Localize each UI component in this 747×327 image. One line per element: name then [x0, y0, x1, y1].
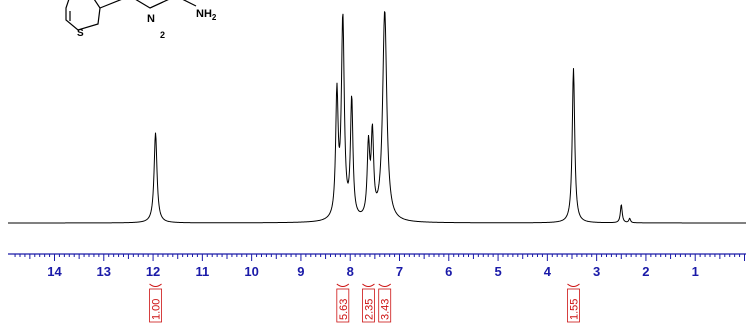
- axis-tick-label: 6: [445, 264, 452, 279]
- integral-mark: 5.63: [336, 283, 350, 323]
- integral-box: [336, 288, 350, 323]
- spectrum-trace: [7, 11, 746, 224]
- axis-tick-label: 7: [396, 264, 403, 279]
- integral-bracket: [336, 283, 350, 287]
- axis-tick-label: 12: [146, 264, 160, 279]
- axis-tick-label: 4: [544, 264, 552, 279]
- chain-bonds: [99, 0, 169, 9]
- imine-bond: [149, 1, 164, 9]
- integral-bracket: [362, 283, 375, 287]
- integral-mark: 1.55: [567, 283, 580, 323]
- integral-bracket: [378, 283, 392, 287]
- integral-box: [378, 288, 392, 323]
- integral-box: [362, 288, 375, 323]
- integral-mark: 2.35: [362, 283, 375, 323]
- integral-value-label: 1.00: [151, 299, 163, 320]
- integral-value-label: 1.55: [568, 299, 580, 320]
- amine-bond: [182, 0, 197, 7]
- axis-tick-label: 11: [195, 264, 209, 279]
- integral-mark: 1.00: [149, 283, 163, 323]
- axis-tick-label: 8: [347, 264, 354, 279]
- integral-value-label: 2.35: [363, 299, 375, 320]
- integral-value-label: 5.63: [338, 299, 350, 320]
- axis-tick-label: 1: [692, 264, 699, 279]
- integral-marks: 1.00 5.63 2.35 3.43 1.55: [149, 283, 580, 323]
- chemical-structure: S N NH2 2: [65, 0, 217, 40]
- integral-bracket: [567, 283, 580, 287]
- axis-tick-label: 13: [97, 264, 111, 279]
- sulfur-atom-label: S: [77, 28, 84, 39]
- integral-bracket: [149, 283, 162, 287]
- integral-value-label: 3.43: [380, 299, 392, 320]
- integral-box: [567, 288, 580, 323]
- axis-tick-label: 10: [244, 264, 258, 279]
- integral-box: [149, 288, 162, 323]
- axis-tick-label: 5: [494, 264, 501, 279]
- axis-tick-label: 14: [47, 264, 62, 279]
- ppm-axis: 1413121110987654321ppm: [8, 253, 746, 279]
- thiophene-ring: [65, 0, 101, 31]
- axis-tick-label: 9: [297, 264, 304, 279]
- compound-number-label: 2: [160, 30, 165, 40]
- integral-mark: 3.43: [378, 283, 392, 323]
- axis-tick-label: 2: [642, 264, 649, 279]
- nitrogen-atom-label: N: [147, 13, 155, 25]
- amine-group-label: NH2: [196, 8, 217, 22]
- axis-tick-label: 3: [593, 264, 600, 279]
